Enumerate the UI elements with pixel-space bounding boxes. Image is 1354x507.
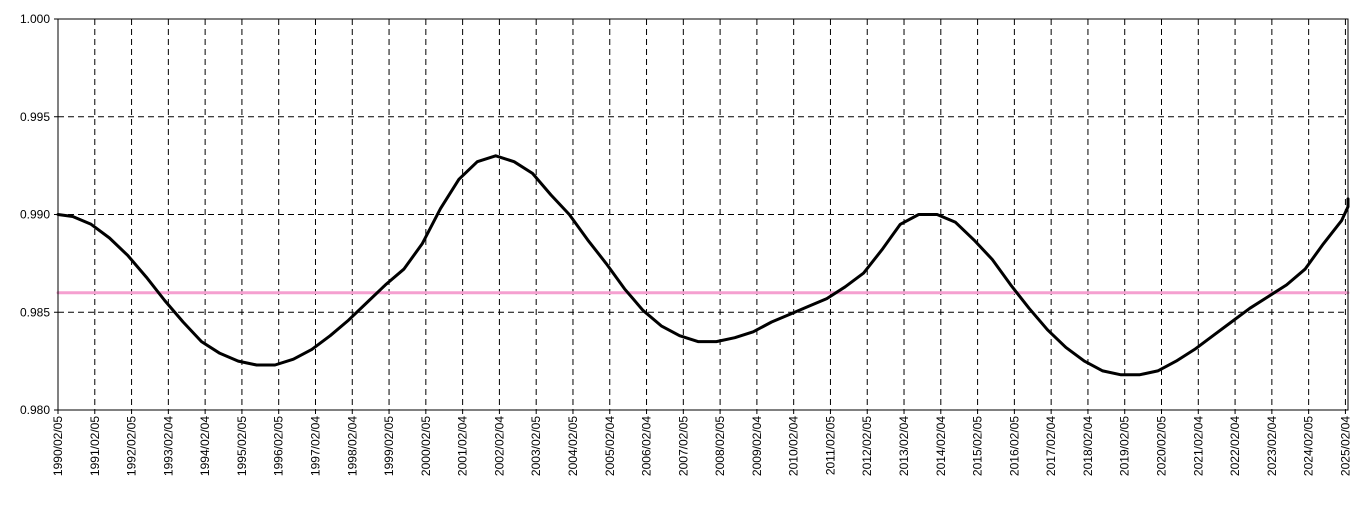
x-tick-label: 2014/02/04 [934,416,948,476]
x-tick-label: 2006/02/04 [640,416,654,476]
series-layer [56,154,1350,377]
x-tick-label: 2004/02/05 [566,416,580,476]
x-tick-label: 1995/02/05 [235,416,249,476]
y-tick-label: 0.985 [20,305,50,319]
x-tick-label: 1996/02/05 [272,416,286,476]
x-tick-label: 2008/02/05 [713,416,727,476]
y-tick-label: 0.990 [20,208,50,222]
x-tick-label: 2015/02/05 [971,416,985,476]
x-tick-label: 2025/02/04 [1338,416,1352,476]
x-tick-label: 2007/02/05 [676,416,690,476]
x-tick-label: 1992/02/05 [125,416,139,476]
x-tick-label: 2016/02/05 [1007,416,1021,476]
y-axis-labels: 0.980 0.985 0.990 0.995 1.000 [20,12,50,417]
x-tick-label: 2010/02/04 [787,416,801,476]
x-tick-label: 1990/02/05 [51,416,65,476]
x-tick-label: 1997/02/04 [308,416,322,476]
plot-frame [57,18,1349,411]
x-tick-label: 2017/02/04 [1044,416,1058,476]
x-tick-label: 2009/02/04 [750,416,764,476]
x-tick-label: 2024/02/05 [1302,416,1316,476]
x-tick-label: 2021/02/04 [1191,416,1205,476]
x-tick-label: 2002/02/04 [492,416,506,476]
x-tick-label: 2022/02/04 [1228,416,1242,476]
x-tick-label: 2003/02/05 [529,416,543,476]
x-tick-label: 2013/02/04 [897,416,911,476]
x-gridlines [57,19,1346,414]
x-tick-label: 1994/02/04 [198,416,212,476]
x-axis-labels: 1990/02/05 1991/02/05 1992/02/05 1993/02/04… [51,416,1352,476]
x-tick-label: 2023/02/04 [1265,416,1279,476]
x-tick-label: 1991/02/05 [88,416,102,476]
x-tick-label: 1999/02/05 [382,416,396,476]
x-tick-label: 2011/02/05 [823,416,837,475]
y-tick-label: 0.995 [20,110,50,124]
x-tick-label: 2012/02/05 [860,416,874,476]
x-tick-label: 2020/02/05 [1155,416,1169,476]
x-tick-label: 2018/02/04 [1081,416,1095,476]
x-tick-label: 2019/02/05 [1118,416,1132,476]
x-tick-label: 2001/02/04 [456,416,470,476]
y-gridlines [54,18,1348,411]
x-tick-label: 1998/02/04 [345,416,359,476]
x-tick-label: 1993/02/04 [161,416,175,476]
series-line-main [56,154,1350,377]
x-tick-label: 2000/02/05 [419,416,433,476]
y-tick-label: 0.980 [20,403,50,417]
x-tick-label: 2005/02/04 [603,416,617,476]
y-tick-label: 1.000 [20,12,50,26]
